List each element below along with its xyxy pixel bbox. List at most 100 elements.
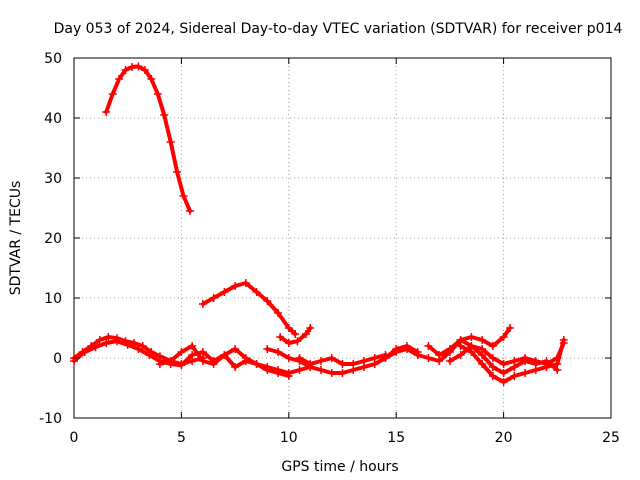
- series-line-arc-mid: [200, 281, 298, 336]
- data-point: [349, 360, 358, 368]
- data-point: [424, 342, 433, 350]
- data-point: [220, 288, 229, 296]
- data-point: [198, 357, 207, 365]
- data-point: [499, 378, 508, 386]
- data-point: [413, 351, 422, 359]
- data-point: [241, 354, 250, 362]
- data-point: [359, 357, 368, 365]
- data-point: [284, 369, 293, 377]
- data-point: [559, 336, 568, 344]
- x-tick-label: 15: [387, 430, 405, 446]
- data-point: [231, 345, 240, 353]
- data-point: [241, 279, 250, 287]
- data-point: [274, 309, 283, 317]
- data-point: [291, 330, 300, 338]
- data-point: [488, 354, 497, 362]
- data-point: [542, 363, 551, 371]
- data-point: [80, 348, 89, 356]
- y-tick-label: -10: [39, 411, 62, 427]
- grid-lines: [74, 58, 611, 418]
- data-point: [306, 324, 315, 332]
- data-point: [108, 90, 117, 98]
- data-point: [521, 369, 530, 377]
- y-tick-labels: -10 0 10 20 30 40 50: [39, 51, 62, 427]
- data-point: [317, 357, 326, 365]
- data-point: [188, 351, 197, 359]
- data-point: [263, 345, 272, 353]
- data-point: [153, 90, 162, 98]
- data-point: [506, 324, 515, 332]
- data-point: [284, 354, 293, 362]
- data-point: [293, 337, 302, 346]
- data-point: [531, 366, 540, 374]
- data-point: [327, 354, 336, 362]
- data-point: [140, 66, 149, 74]
- y-tick-label: 20: [44, 231, 62, 247]
- data-point: [166, 357, 175, 365]
- y-tick-label: 10: [44, 291, 62, 307]
- data-point: [134, 345, 143, 353]
- data-point: [115, 75, 124, 83]
- data-point: [134, 62, 143, 71]
- data-point: [424, 354, 433, 362]
- data-point: [338, 369, 347, 377]
- data-point: [338, 360, 347, 368]
- x-tick-label: 20: [495, 430, 513, 446]
- data-point: [499, 369, 508, 377]
- x-tick-label: 10: [280, 430, 298, 446]
- data-point: [274, 366, 283, 374]
- series-line-arc-low-4: [265, 344, 420, 375]
- data-point: [467, 348, 476, 356]
- data-point: [456, 342, 465, 350]
- data-point: [467, 333, 476, 341]
- data-point: [198, 348, 207, 356]
- x-axis-label: GPS time / hours: [281, 459, 398, 475]
- data-point: [284, 324, 293, 332]
- data-point: [95, 336, 104, 344]
- data-point: [102, 339, 111, 347]
- data-point: [274, 348, 283, 356]
- data-point: [177, 361, 186, 370]
- data-point: [220, 351, 229, 359]
- data-point: [209, 360, 218, 368]
- data-point: [138, 342, 147, 350]
- y-tick-label: 0: [53, 351, 62, 367]
- data-point: [295, 366, 304, 374]
- data-point: [185, 207, 194, 215]
- series-line-arc-high: [104, 64, 192, 213]
- data-point: [327, 369, 336, 377]
- data-point: [276, 333, 285, 341]
- chart-title: Day 053 of 2024, Sidereal Day-to-day VTE…: [54, 21, 623, 37]
- data-point: [209, 294, 218, 302]
- y-tick-label: 40: [44, 111, 62, 127]
- data-point: [499, 333, 508, 341]
- data-point: [435, 351, 444, 359]
- data-point: [188, 342, 197, 350]
- y-axis-label: SDTVAR / TECUs: [8, 181, 24, 296]
- data-point: [488, 363, 497, 371]
- data-point: [402, 345, 411, 353]
- data-point: [488, 372, 497, 380]
- data-point: [510, 372, 519, 380]
- data-point: [392, 348, 401, 356]
- data-point: [478, 336, 487, 344]
- data-point: [381, 354, 390, 362]
- data-point: [252, 360, 261, 368]
- data-point: [177, 348, 186, 356]
- data-point: [102, 108, 111, 116]
- data-point: [263, 297, 272, 305]
- data-point: [478, 345, 487, 353]
- data-point: [145, 351, 154, 359]
- data-point: [499, 360, 508, 368]
- series-line-arc-low-8: [447, 341, 566, 366]
- data-point: [370, 354, 379, 362]
- data-point: [231, 282, 240, 290]
- data-point: [295, 354, 304, 362]
- series-layer: [70, 62, 568, 386]
- data-point: [123, 340, 132, 349]
- data-point: [231, 363, 240, 371]
- data-point: [104, 333, 113, 341]
- data-point: [478, 360, 487, 368]
- data-point: [317, 366, 326, 374]
